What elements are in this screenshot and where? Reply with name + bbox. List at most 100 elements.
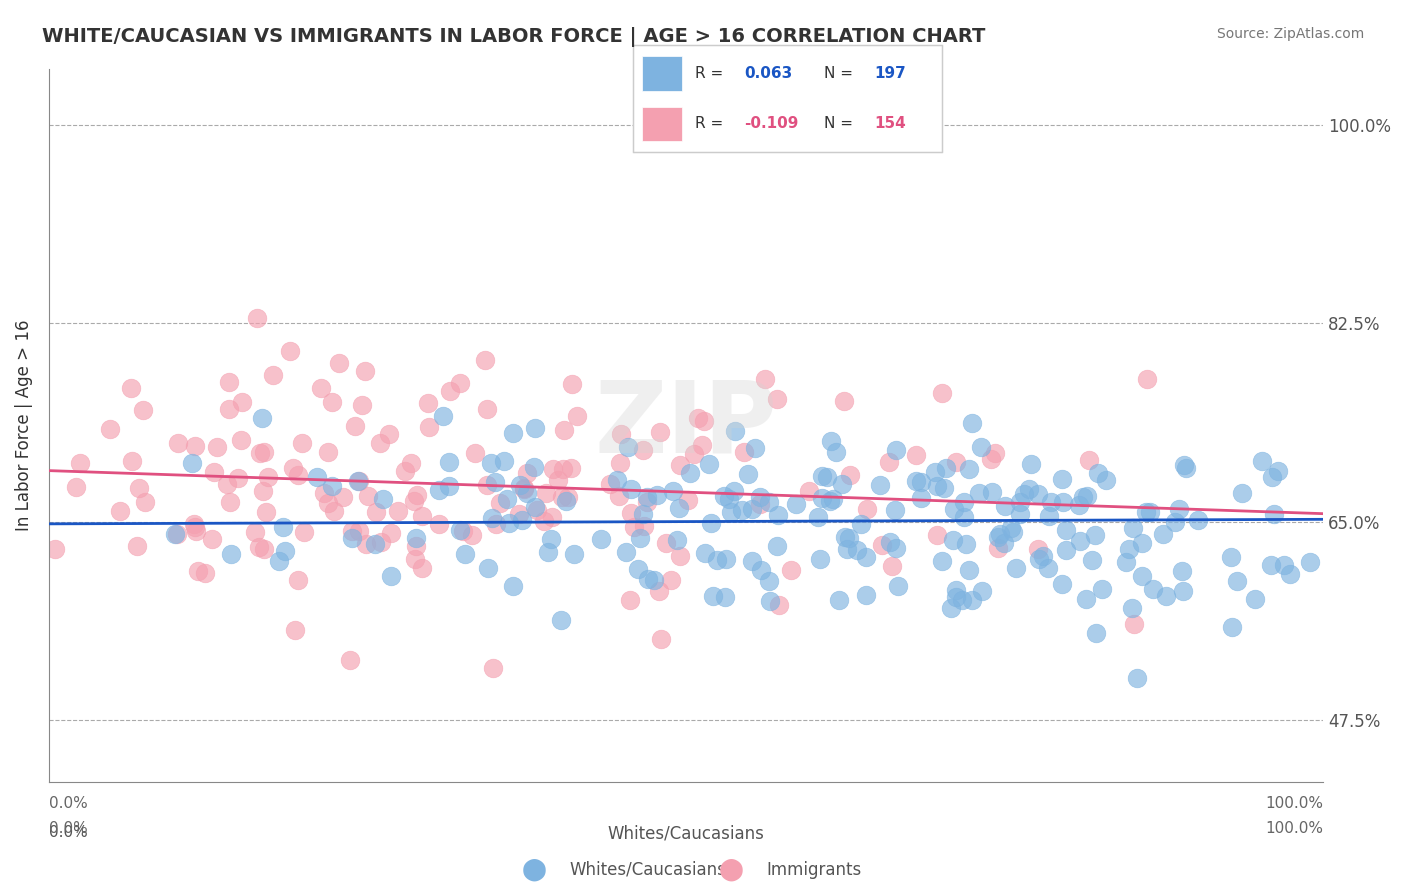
Immigrants xyxy=(342,524,364,538)
Whites/Caucasians xyxy=(562,547,585,561)
Whites/Caucasians xyxy=(1038,560,1060,574)
Whites/Caucasians xyxy=(957,462,980,476)
Immigrants xyxy=(404,552,426,566)
Whites/Caucasians xyxy=(962,416,984,430)
Whites/Caucasians xyxy=(495,492,517,507)
Whites/Caucasians xyxy=(523,459,546,474)
Whites/Caucasians xyxy=(1076,592,1098,607)
Immigrants xyxy=(560,461,582,475)
Whites/Caucasians xyxy=(955,537,977,551)
Immigrants xyxy=(485,516,508,531)
Immigrants xyxy=(354,364,377,378)
Immigrants xyxy=(387,503,409,517)
Whites/Caucasians xyxy=(706,552,728,566)
Text: -0.109: -0.109 xyxy=(744,116,799,131)
Whites/Caucasians xyxy=(808,552,831,566)
Whites/Caucasians xyxy=(987,531,1010,545)
Immigrants xyxy=(405,539,427,553)
Immigrants xyxy=(553,462,575,476)
Whites/Caucasians xyxy=(1152,526,1174,541)
Whites/Caucasians xyxy=(724,424,747,438)
Immigrants xyxy=(832,394,855,409)
Whites/Caucasians xyxy=(884,442,907,457)
Whites/Caucasians xyxy=(1272,558,1295,573)
Whites/Caucasians xyxy=(699,516,721,530)
Immigrants xyxy=(690,438,713,452)
Whites/Caucasians xyxy=(454,547,477,561)
Text: 0.0%: 0.0% xyxy=(49,825,87,840)
Whites/Caucasians xyxy=(702,589,724,603)
Whites/Caucasians xyxy=(941,601,963,615)
Immigrants xyxy=(399,456,422,470)
Whites/Caucasians xyxy=(785,497,807,511)
Whites/Caucasians xyxy=(620,483,643,497)
Immigrants xyxy=(205,440,228,454)
Whites/Caucasians xyxy=(524,500,547,514)
Whites/Caucasians xyxy=(932,481,955,495)
Immigrants xyxy=(659,573,682,587)
Whites/Caucasians xyxy=(342,531,364,545)
Whites/Caucasians xyxy=(1244,592,1267,607)
Whites/Caucasians xyxy=(1050,472,1073,486)
Whites/Caucasians xyxy=(1121,600,1143,615)
Immigrants xyxy=(184,439,207,453)
Text: R =: R = xyxy=(695,66,723,81)
Whites/Caucasians xyxy=(668,500,690,515)
Immigrants xyxy=(125,540,148,554)
Immigrants xyxy=(404,494,426,508)
Whites/Caucasians xyxy=(925,479,948,493)
Whites/Caucasians xyxy=(807,509,830,524)
Whites/Caucasians xyxy=(967,486,990,500)
Whites/Caucasians xyxy=(1032,549,1054,564)
Immigrants xyxy=(779,563,801,577)
Whites/Caucasians xyxy=(1164,515,1187,529)
Whites/Caucasians xyxy=(960,593,983,607)
Whites/Caucasians xyxy=(679,467,702,481)
Text: Whites/Caucasians: Whites/Caucasians xyxy=(607,825,765,843)
Whites/Caucasians xyxy=(1167,502,1189,516)
Whites/Caucasians xyxy=(427,483,450,497)
Whites/Caucasians xyxy=(988,527,1011,541)
Whites/Caucasians xyxy=(1081,552,1104,566)
Whites/Caucasians xyxy=(1263,507,1285,521)
Whites/Caucasians xyxy=(957,563,980,577)
Text: ⬤: ⬤ xyxy=(522,858,547,881)
Immigrants xyxy=(108,503,131,517)
Whites/Caucasians xyxy=(494,454,516,468)
Whites/Caucasians xyxy=(636,490,658,504)
Immigrants xyxy=(418,419,440,434)
Immigrants xyxy=(475,402,498,417)
Whites/Caucasians xyxy=(1076,489,1098,503)
Y-axis label: In Labor Force | Age > 16: In Labor Force | Age > 16 xyxy=(15,319,32,531)
Whites/Caucasians xyxy=(1085,625,1108,640)
Whites/Caucasians xyxy=(617,440,640,454)
Immigrants xyxy=(561,377,583,392)
Whites/Caucasians xyxy=(970,440,993,454)
Immigrants xyxy=(540,509,562,524)
Immigrants xyxy=(623,519,645,533)
Whites/Caucasians xyxy=(1095,473,1118,487)
Whites/Caucasians xyxy=(759,593,782,607)
Text: WHITE/CAUCASIAN VS IMMIGRANTS IN LABOR FORCE | AGE > 16 CORRELATION CHART: WHITE/CAUCASIAN VS IMMIGRANTS IN LABOR F… xyxy=(42,27,986,46)
Immigrants xyxy=(980,452,1002,467)
Whites/Caucasians xyxy=(950,593,973,607)
Text: Immigrants: Immigrants xyxy=(766,861,862,879)
Immigrants xyxy=(749,497,772,511)
Immigrants xyxy=(1028,541,1050,556)
Whites/Caucasians xyxy=(713,489,735,503)
Whites/Caucasians xyxy=(883,503,905,517)
Immigrants xyxy=(754,372,776,386)
Whites/Caucasians xyxy=(845,543,868,558)
Whites/Caucasians xyxy=(1126,671,1149,685)
Immigrants xyxy=(219,494,242,508)
Whites/Caucasians xyxy=(717,491,740,506)
Immigrants xyxy=(316,445,339,459)
Immigrants xyxy=(226,471,249,485)
Whites/Caucasians xyxy=(1069,533,1091,548)
Whites/Caucasians xyxy=(163,526,186,541)
Whites/Caucasians xyxy=(924,465,946,479)
Immigrants xyxy=(287,573,309,587)
Whites/Caucasians xyxy=(252,411,274,425)
Immigrants xyxy=(856,501,879,516)
Immigrants xyxy=(474,353,496,368)
